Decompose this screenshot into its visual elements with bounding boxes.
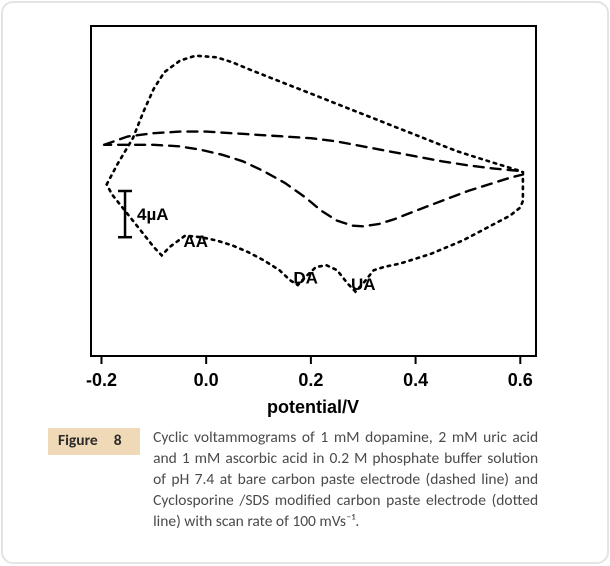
svg-text:4µA: 4µA xyxy=(137,205,169,224)
cv-plot: -0.2 0.0 0.2 0.4 0.6 potential/V 4µA AA DA UA xyxy=(43,18,563,423)
annotations: AA DA UA xyxy=(183,232,375,294)
figure-label: Figure 8 xyxy=(48,428,140,455)
figure-caption-text: Cyclic voltammograms of 1 mM dopamine, 2… xyxy=(153,428,538,533)
svg-text:-0.2: -0.2 xyxy=(86,370,117,390)
figure-container: -0.20.00.20.40.6 potential/V 4µA AADAUA … xyxy=(1,1,609,564)
figure-label-number: 8 xyxy=(114,431,122,450)
figure-caption: Figure 8 Cyclic voltammograms of 1 mM dop… xyxy=(48,428,568,533)
annotation-ua: UA xyxy=(351,275,376,294)
svg-text:0.0: 0.0 xyxy=(194,370,219,390)
svg-text:0.4: 0.4 xyxy=(403,370,428,390)
annotation-aa: AA xyxy=(183,232,208,251)
plot-svg: -0.2 0.0 0.2 0.4 0.6 potential/V 4µA AA DA UA xyxy=(43,18,563,423)
scale-bar: 4µA xyxy=(118,191,169,237)
svg-text:0.6: 0.6 xyxy=(508,370,533,390)
figure-label-word: Figure xyxy=(58,431,98,450)
x-axis-label: potential/V xyxy=(267,397,359,417)
series-modified-electrode xyxy=(107,56,523,292)
svg-text:0.2: 0.2 xyxy=(298,370,323,390)
annotation-da: DA xyxy=(293,268,318,287)
x-ticks: -0.2 0.0 0.2 0.4 0.6 xyxy=(86,356,533,390)
series-group xyxy=(104,56,523,292)
